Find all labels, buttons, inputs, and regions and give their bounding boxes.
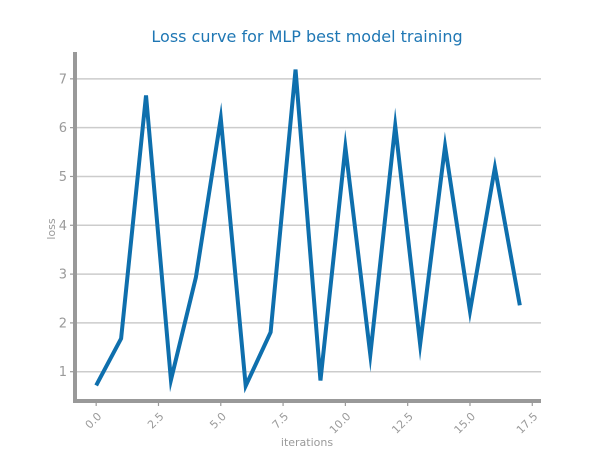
y-tick-label: 3 — [59, 268, 67, 283]
y-tick-label: 7 — [59, 72, 67, 87]
x-tick-label: 10.0 — [327, 410, 354, 437]
loss-line — [96, 70, 520, 386]
chart-title: Loss curve for MLP best model training — [151, 27, 462, 46]
x-tick-label: 15.0 — [452, 410, 479, 437]
x-tick-label: 17.5 — [514, 410, 541, 437]
x-axis-ticks: 0.0 2.5 5.0 7.5 10.0 12.5 15.0 17.5 — [83, 401, 541, 436]
y-tick-label: 6 — [59, 121, 67, 136]
x-tick-label: 0.0 — [83, 410, 105, 432]
y-axis-ticks: 1 2 3 4 5 6 7 — [59, 72, 75, 380]
y-tick-label: 4 — [59, 219, 67, 234]
x-tick-label: 12.5 — [389, 410, 416, 437]
y-axis-label: loss — [45, 218, 58, 240]
series — [96, 70, 520, 386]
x-tick-label: 7.5 — [270, 410, 292, 432]
x-tick-label: 5.0 — [207, 410, 229, 432]
y-tick-label: 5 — [59, 170, 67, 185]
y-tick-label: 2 — [59, 316, 67, 331]
x-axis-label: iterations — [281, 436, 333, 449]
y-tick-label: 1 — [59, 365, 67, 380]
x-tick-label: 2.5 — [145, 410, 167, 432]
